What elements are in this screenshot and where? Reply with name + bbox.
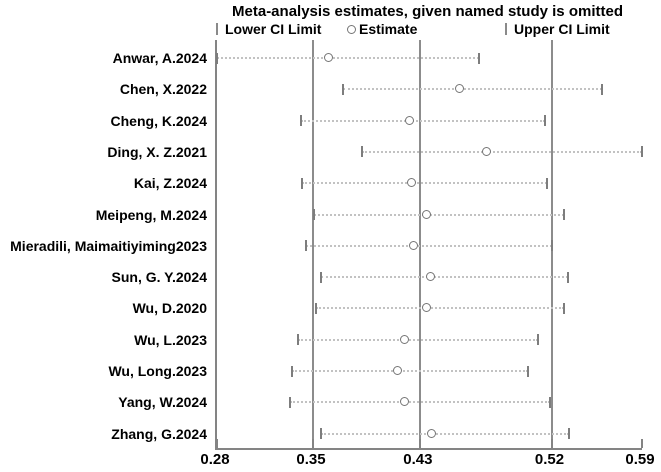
ci-dotted-line (217, 57, 479, 59)
ci-dotted-line (362, 150, 642, 153)
chart-title: Meta-analysis estimates, given named stu… (232, 3, 623, 20)
lower-ci-tick (301, 177, 303, 189)
ci-dotted-line (300, 119, 545, 122)
lower-ci-tick (342, 83, 345, 95)
x-axis-tick (418, 439, 421, 448)
upper-ci-tick (601, 83, 604, 95)
upper-ci-tick (562, 302, 565, 314)
ci-dotted-line (314, 213, 564, 216)
estimate-legend-marker-icon (347, 25, 356, 34)
estimate-marker (324, 53, 334, 62)
upper-ci-legend-marker-icon (505, 23, 507, 35)
ci-dotted-line (343, 88, 603, 91)
lower-ci-tick (361, 146, 364, 158)
lower-ci-tick (291, 365, 294, 377)
lower-ci-tick (320, 271, 323, 283)
lower-ci-tick (216, 52, 218, 64)
lower-ci-tick (299, 115, 302, 127)
estimate-marker (392, 366, 402, 375)
legend-lower-ci-label: Lower CI Limit (225, 21, 322, 37)
study-label: Kai, Z.2024 (133, 175, 207, 192)
study-label: Yang, W.2024 (118, 394, 207, 411)
estimate-marker (421, 209, 431, 219)
legend-estimate-label: Estimate (359, 21, 418, 37)
ci-dotted-line (321, 276, 568, 279)
upper-ci-tick (568, 428, 571, 440)
estimate-marker (454, 84, 464, 94)
upper-ci-tick (562, 209, 565, 220)
ci-dotted-line (297, 338, 538, 341)
study-label: Wu, Long.2023 (108, 363, 207, 379)
study-label: Meipeng, M.2024 (95, 206, 207, 223)
estimate-marker (421, 303, 431, 313)
x-axis-tick-label: 0.43 (403, 451, 433, 468)
lower-ci-tick (314, 302, 317, 314)
x-axis-tick-label: 0.52 (534, 451, 565, 468)
ci-dotted-line (315, 307, 564, 310)
lower-ci-tick (320, 428, 323, 440)
study-label: Cheng, K.2024 (110, 112, 207, 129)
x-axis-tick (216, 439, 218, 448)
lower-ci-tick (313, 209, 316, 220)
x-axis-tick (641, 439, 643, 448)
upper-ci-tick (536, 334, 539, 346)
ci-dotted-line (302, 182, 548, 185)
upper-ci-tick (546, 177, 549, 189)
reference-line (418, 40, 421, 448)
estimate-marker (425, 272, 435, 282)
upper-ci-tick (543, 115, 546, 127)
x-axis-tick (311, 439, 314, 448)
lower-ci-tick (305, 240, 308, 252)
upper-ci-tick (550, 240, 553, 252)
estimate-marker (409, 240, 419, 250)
study-label: Zhang, G.2024 (111, 425, 207, 442)
lower-ci-tick (288, 396, 291, 408)
x-axis-tick-label: 0.28 (200, 451, 230, 468)
plot-area (215, 40, 643, 450)
ci-dotted-line (292, 370, 529, 372)
estimate-marker (427, 428, 437, 438)
study-label: Sun, G. Y.2024 (111, 269, 207, 286)
study-label: Anwar, A.2024 (112, 50, 207, 66)
estimate-marker (406, 178, 416, 188)
lower-ci-legend-marker-icon (216, 23, 218, 35)
upper-ci-tick (527, 365, 530, 377)
study-label: Wu, D.2020 (132, 300, 207, 317)
study-label: Ding, X. Z.2021 (107, 143, 207, 160)
upper-ci-tick (549, 396, 552, 408)
x-axis-tick-label: 0.59 (625, 451, 655, 468)
upper-ci-tick (641, 146, 643, 158)
study-label: Mieradili, Maimaitiyiming2023 (10, 237, 207, 254)
legend-upper-ci-label: Upper CI Limit (514, 21, 610, 37)
x-axis-tick (550, 439, 553, 448)
upper-ci-tick (477, 52, 480, 64)
upper-ci-tick (566, 271, 569, 283)
estimate-marker (405, 115, 415, 125)
reference-line (311, 40, 314, 448)
x-axis-tick-label: 0.35 (296, 451, 326, 468)
ci-dotted-line (306, 244, 552, 247)
estimate-marker (482, 146, 492, 156)
lower-ci-tick (296, 334, 299, 346)
ci-dotted-line (321, 432, 570, 435)
study-label: Chen, X.2022 (119, 81, 207, 98)
study-label: Wu, L.2023 (134, 331, 207, 348)
ci-dotted-line (289, 401, 551, 404)
estimate-marker (399, 334, 409, 344)
estimate-marker (399, 397, 409, 407)
